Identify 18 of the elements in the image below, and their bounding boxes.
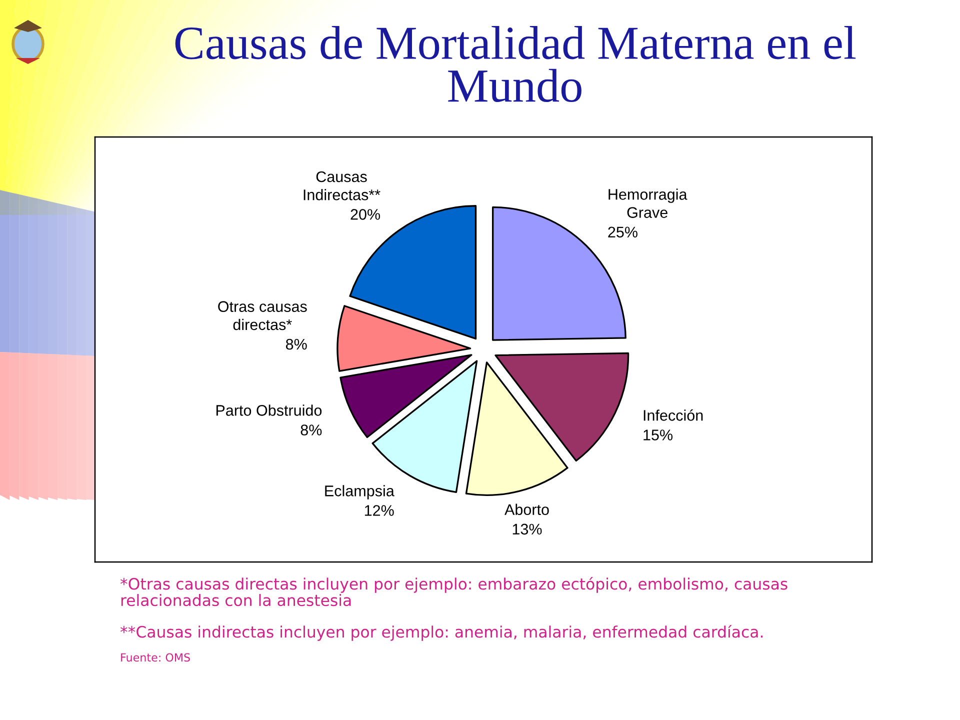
slice-label: Otras causas directas* bbox=[218, 301, 307, 330]
data-label: 15% bbox=[644, 430, 673, 440]
data-label: 8% bbox=[286, 338, 307, 350]
text: **Causas indirectas incluyen por ejemplo: anemia, malaria, enfermedad cardíaca. bbox=[120, 625, 763, 641]
chart-title: Causas de Mortalidad Materna en el Mundo bbox=[175, 26, 856, 102]
data-label: 20% bbox=[350, 209, 380, 220]
slice-label: Aborto bbox=[504, 504, 549, 516]
data-label: 12% bbox=[364, 505, 394, 516]
slice-label: Causas Indirectas** bbox=[304, 171, 380, 200]
slice-label: Hemorragia Grave bbox=[608, 188, 688, 218]
slice-label: Eclampsia bbox=[325, 485, 394, 500]
text: *Otras causas directas incluyen por ejemplo: embarazo ectópico, embolismo, causas relacionadas con la anestesia bbox=[120, 577, 788, 606]
data-label: 8% bbox=[300, 424, 322, 436]
slice-label: Infección bbox=[644, 409, 703, 421]
source-note: Fuente: OMS bbox=[121, 653, 190, 662]
slice-label: Parto Obstruido bbox=[216, 404, 322, 416]
data-label: 25% bbox=[608, 226, 638, 238]
data-label: 13% bbox=[512, 524, 542, 535]
